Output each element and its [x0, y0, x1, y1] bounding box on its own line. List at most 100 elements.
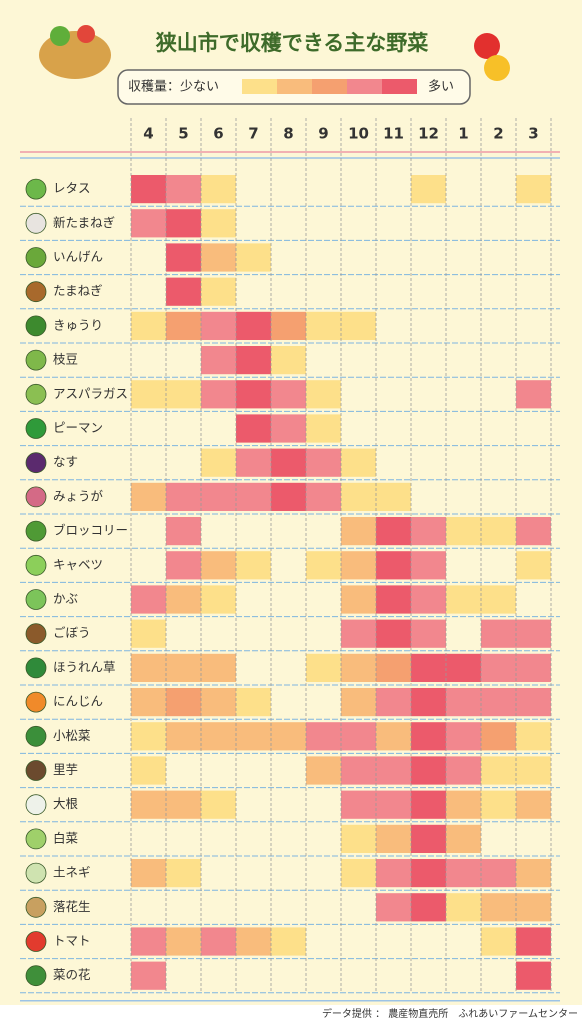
harvest-cell: [481, 517, 516, 546]
harvest-cell: [516, 927, 551, 956]
harvest-cell: [201, 482, 236, 511]
harvest-cell: [516, 790, 551, 819]
harvest-cell: [131, 619, 166, 648]
month-label: 3: [528, 125, 538, 143]
vegetable-icon: [25, 247, 47, 268]
legend-swatch: [277, 79, 312, 94]
vegetable-icon: [25, 623, 47, 645]
harvest-cell: [376, 790, 411, 819]
vegetable-name: 落花生: [53, 899, 91, 914]
harvest-cell: [236, 688, 271, 717]
vegetable-name: 菜の花: [53, 967, 91, 982]
harvest-cell: [131, 585, 166, 614]
harvest-cell: [446, 859, 481, 888]
legend-swatch: [312, 79, 347, 94]
harvest-cell: [166, 311, 201, 340]
footer: データ提供 ： 農産物直売所 ふれあいファームセンター: [322, 1007, 578, 1020]
harvest-cell: [376, 859, 411, 888]
vegetable-icon: [25, 315, 47, 337]
harvest-cell: [516, 175, 551, 204]
harvest-cell: [201, 175, 236, 204]
harvest-cell: [236, 448, 271, 477]
month-label: 9: [318, 125, 328, 143]
harvest-cell: [516, 653, 551, 682]
harvest-cell: [306, 414, 341, 443]
harvest-cell: [516, 517, 551, 546]
month-label: 5: [178, 125, 188, 143]
harvest-cell: [201, 380, 236, 409]
harvest-cell: [411, 175, 446, 204]
harvest-cell: [131, 482, 166, 511]
harvest-cell: [131, 209, 166, 238]
harvest-cell: [271, 722, 306, 751]
harvest-cell: [481, 722, 516, 751]
harvest-cell: [166, 790, 201, 819]
harvest-cell: [516, 688, 551, 717]
harvest-cell: [201, 585, 236, 614]
vegetable-name: 白菜: [53, 830, 79, 845]
harvest-cell: [446, 756, 481, 785]
harvest-cell: [201, 209, 236, 238]
harvest-cell: [341, 722, 376, 751]
harvest-cell: [306, 311, 341, 340]
harvest-cell: [481, 927, 516, 956]
vegetable-icon: [25, 896, 47, 918]
harvest-cell: [306, 653, 341, 682]
harvest-cell: [516, 619, 551, 648]
harvest-cell: [516, 893, 551, 922]
harvest-cell: [306, 380, 341, 409]
vegetable-name: みょうが: [53, 488, 104, 503]
harvest-cell: [376, 893, 411, 922]
harvest-cell: [376, 688, 411, 717]
vegetable-name: にんじん: [53, 694, 103, 709]
month-label: 11: [383, 125, 404, 143]
harvest-cell: [411, 517, 446, 546]
harvest-cell: [201, 688, 236, 717]
harvest-cell: [271, 482, 306, 511]
harvest-cell: [306, 448, 341, 477]
footer-bg: [0, 1005, 582, 1024]
vegetable-name: いんげん: [53, 249, 103, 264]
vegetable-icon: [25, 589, 47, 610]
harvest-cell: [201, 277, 236, 306]
harvest-cell: [446, 824, 481, 853]
harvest-cell: [376, 756, 411, 785]
vegetable-icon: [25, 725, 47, 747]
harvest-cell: [236, 380, 271, 409]
vegetable-icon: [25, 657, 47, 679]
harvest-cell: [446, 517, 481, 546]
vegetable-name: たまねぎ: [53, 283, 103, 298]
harvest-cell: [341, 653, 376, 682]
harvest-cell: [271, 380, 306, 409]
harvest-cell: [516, 961, 551, 990]
veg-icon: [77, 25, 95, 43]
harvest-cell: [166, 482, 201, 511]
harvest-cell: [376, 824, 411, 853]
vegetable-icon: [25, 760, 47, 781]
legend-low: 収穫量：少ない: [128, 80, 219, 95]
harvest-cell: [341, 756, 376, 785]
harvest-cell: [131, 653, 166, 682]
harvest-cell: [411, 688, 446, 717]
vegetable-name: アスパラガス: [53, 386, 128, 401]
harvest-cell: [131, 688, 166, 717]
harvest-cell: [271, 311, 306, 340]
vegetable-icon: [25, 520, 47, 542]
harvest-cell: [341, 551, 376, 580]
harvest-cell: [516, 756, 551, 785]
month-label: 6: [213, 125, 223, 143]
legend-swatch: [347, 79, 382, 94]
harvest-cell: [131, 859, 166, 888]
harvest-cell: [166, 175, 201, 204]
harvest-cell: [516, 722, 551, 751]
harvest-cell: [166, 859, 201, 888]
vegetable-icon: [25, 931, 47, 952]
harvest-cell: [201, 927, 236, 956]
vegetable-name: 土ネギ: [53, 865, 91, 880]
vegetable-icon: [25, 178, 47, 200]
harvest-cell: [166, 277, 201, 306]
vegetable-name: キャベツ: [53, 557, 103, 572]
harvest-cell: [131, 311, 166, 340]
harvest-cell: [201, 243, 236, 272]
harvest-cell: [166, 517, 201, 546]
